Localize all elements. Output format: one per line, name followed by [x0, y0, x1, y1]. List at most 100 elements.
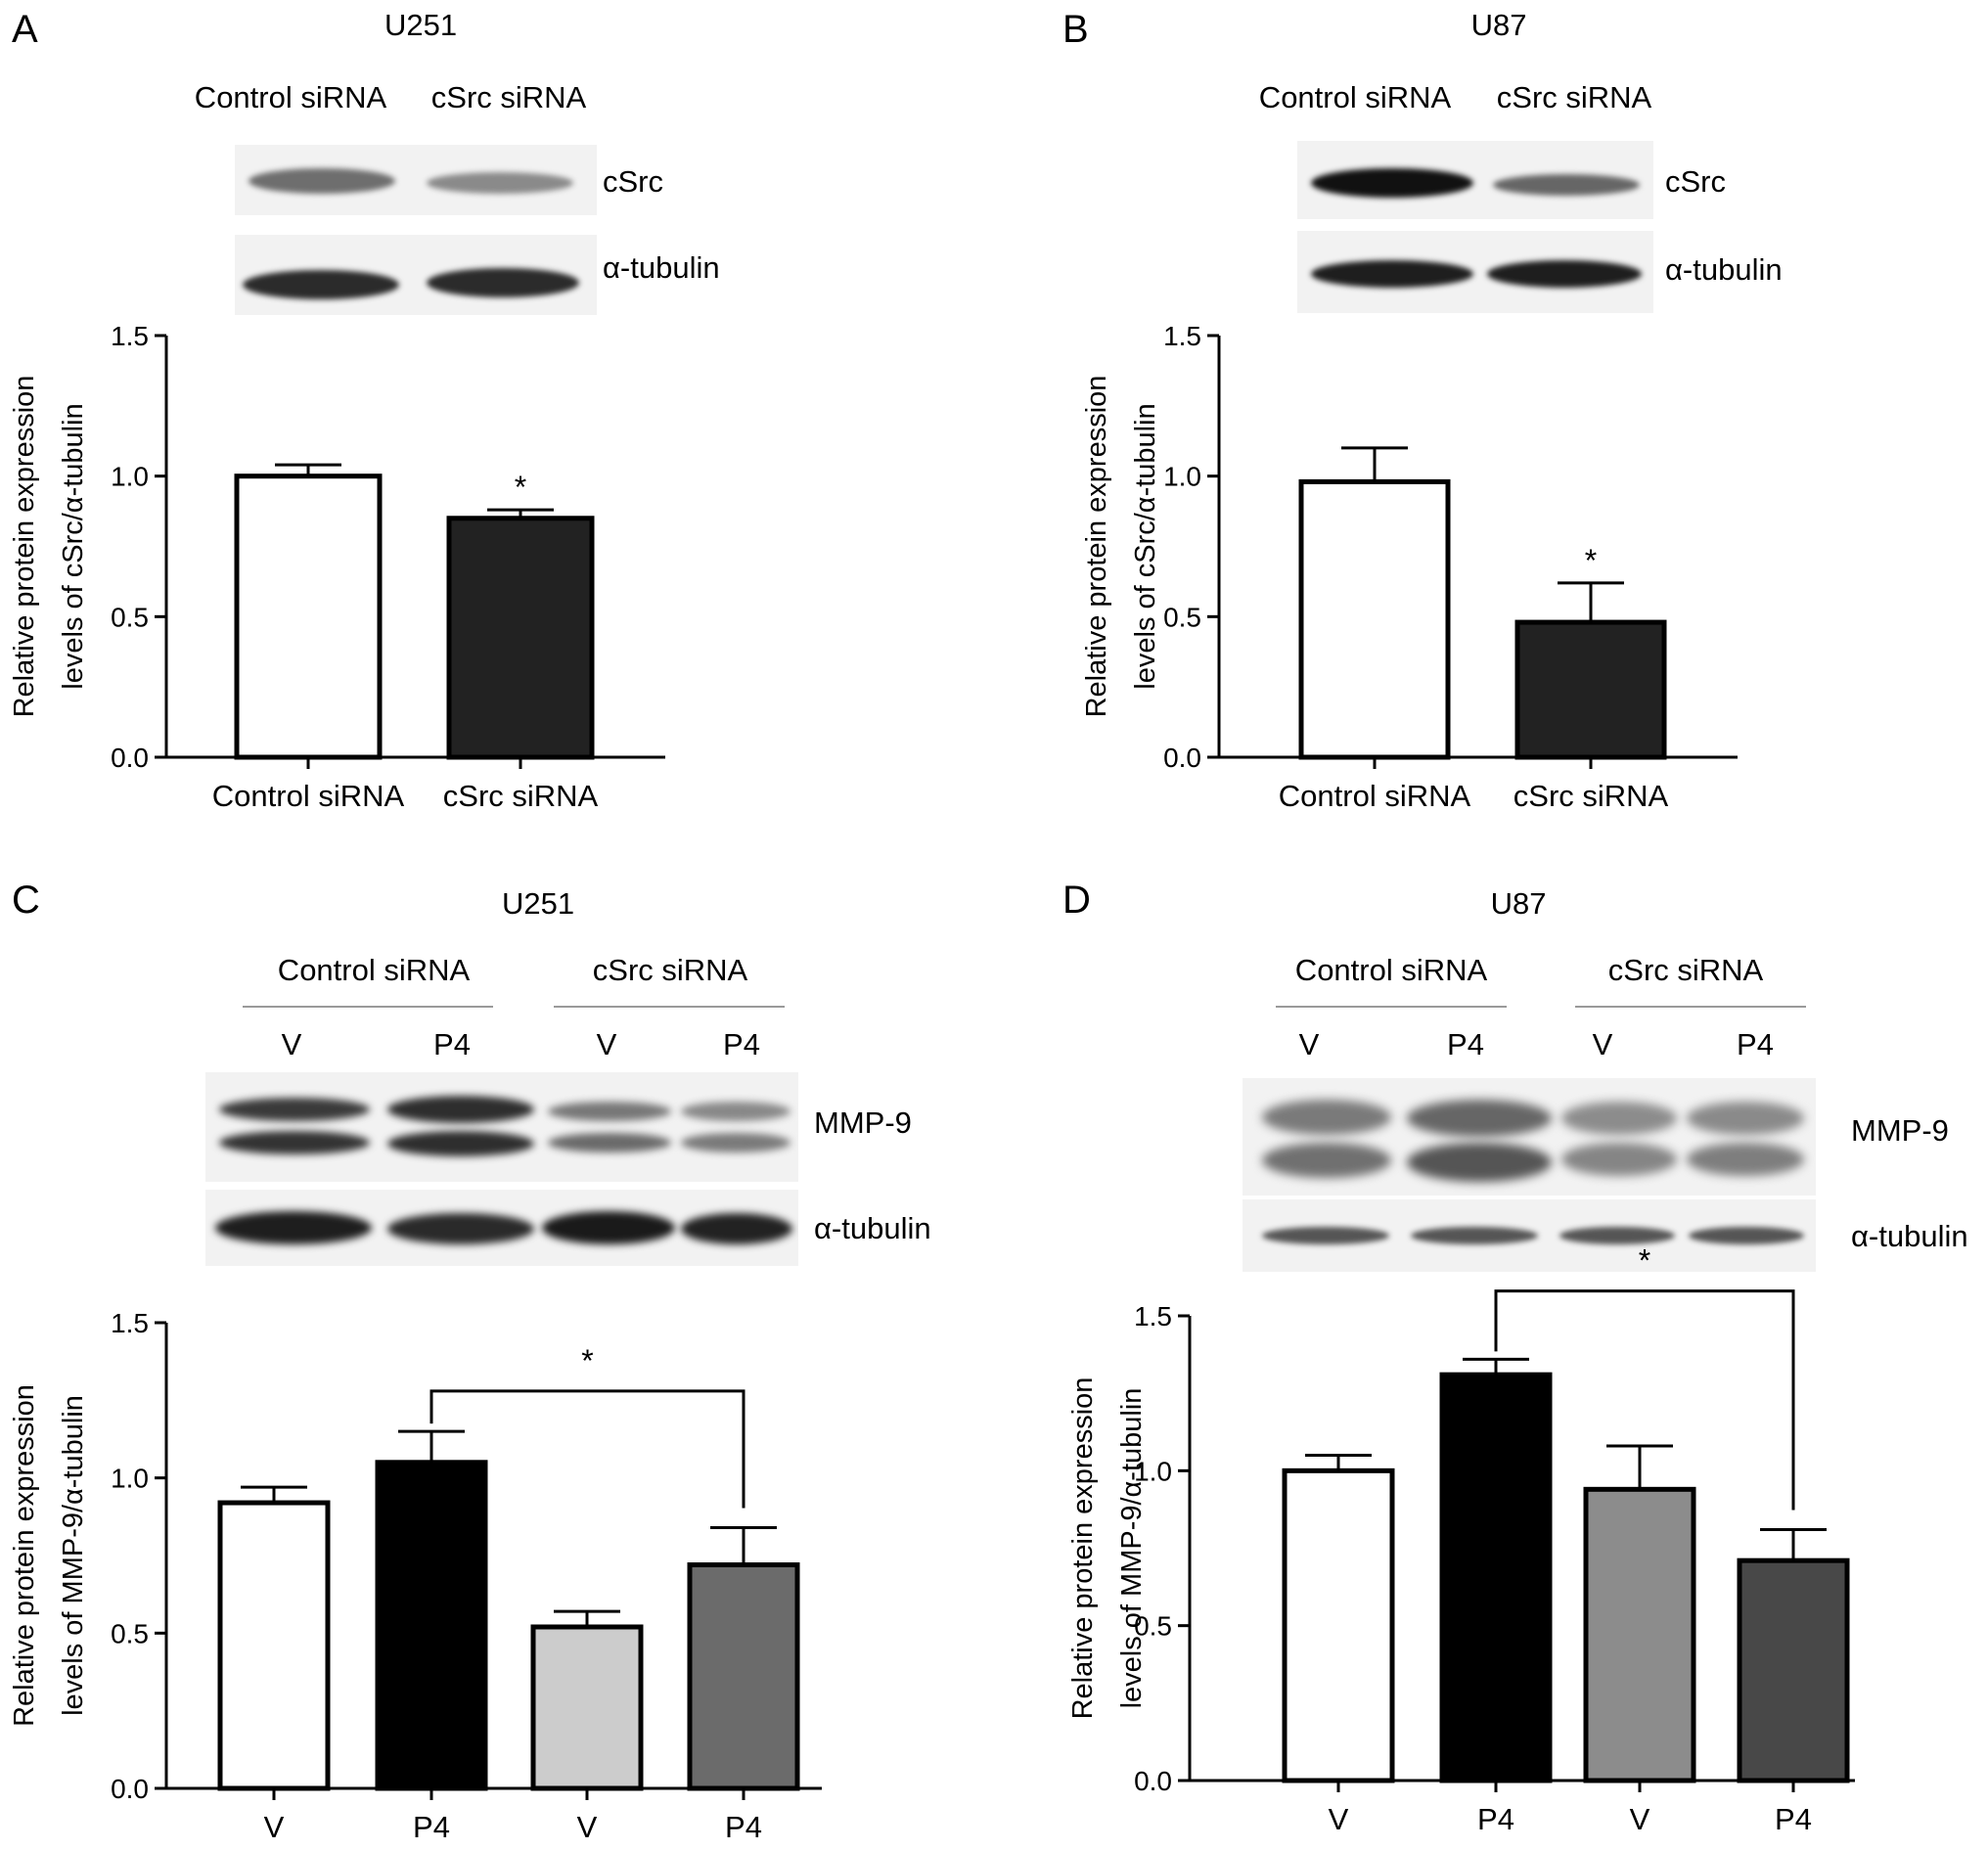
significance-marker: *: [515, 470, 526, 505]
group-divider: [554, 1006, 785, 1008]
y-tick-label: 1.0: [111, 1464, 149, 1494]
group-divider: [243, 1006, 493, 1008]
bar: [1514, 619, 1667, 760]
group-divider: [1575, 1006, 1806, 1008]
lane-label: P4: [723, 1027, 760, 1061]
group-label-control: Control siRNA: [277, 953, 471, 987]
y-tick-label: 0.0: [111, 743, 149, 773]
western-blot-tubulin: [1242, 1199, 1816, 1272]
y-axis-label: levels of cSrc/α-tubulin: [58, 403, 89, 689]
panel-a: A U251 Control siRNA cSrc siRNA cSrc α-t…: [0, 0, 994, 925]
western-blot-tubulin: [235, 235, 597, 315]
panel-b: B U87 Control siRNA cSrc siRNA cSrc α-tu…: [1062, 0, 1988, 925]
western-blot-tubulin: [1297, 231, 1653, 313]
x-tick-label: P4: [413, 1810, 450, 1844]
x-tick-label: V: [1329, 1802, 1349, 1836]
bar: [375, 1460, 488, 1791]
panel-letter: D: [1062, 879, 1091, 922]
significance-marker: *: [581, 1343, 593, 1378]
blot-label-csrc: cSrc: [1665, 164, 1726, 199]
y-tick-label: 0.5: [111, 1618, 149, 1648]
blot-label-mmp9: MMP-9: [1851, 1113, 1949, 1148]
significance-marker: *: [1639, 1243, 1650, 1279]
bar-chart-csrc-u87: 0.0 0.5 1.0 1.5 Control siRNA cSrc siRNA * Rela…: [1081, 321, 1738, 813]
lane-label: V: [281, 1027, 302, 1061]
bar-chart-mmp9-u87: 0.0 0.5 1.0 1.5 V P4 V P4 * Relative protein expr…: [1067, 1243, 1855, 1836]
x-tick-label: V: [577, 1810, 598, 1844]
lane-label: P4: [433, 1027, 471, 1061]
y-tick-label: 0.5: [111, 602, 149, 632]
significance-marker: *: [1585, 543, 1597, 578]
x-tick-label: cSrc siRNA: [443, 779, 599, 813]
y-tick-label: 1.5: [111, 1308, 149, 1338]
cell-line-title: U251: [501, 886, 575, 921]
y-axis-label: Relative protein expression: [1067, 1377, 1099, 1720]
significance-bracket: [1494, 1289, 1795, 1511]
lane-label: V: [1298, 1027, 1320, 1061]
cell-line-title: U251: [384, 8, 458, 42]
lane-label-control: Control siRNA: [1258, 80, 1452, 114]
cell-line-title: U87: [1470, 8, 1527, 42]
y-tick-label: 1.0: [1134, 1456, 1172, 1486]
y-axis-label: levels of MMP-9/α-tubulin: [1116, 1388, 1148, 1709]
blot-label-mmp9: MMP-9: [814, 1105, 912, 1140]
western-blot-mmp9: [1242, 1078, 1816, 1196]
group-label-csrc: cSrc siRNA: [1607, 953, 1764, 987]
y-tick-label: 1.5: [1134, 1301, 1172, 1331]
blot-label-tubulin: α-tubulin: [1851, 1219, 1968, 1253]
bar: [217, 1500, 331, 1791]
blot-label-csrc: cSrc: [603, 164, 663, 199]
bar: [530, 1624, 644, 1791]
bar: [1298, 478, 1451, 760]
x-tick-label: V: [1630, 1802, 1650, 1836]
x-tick-label: Control siRNA: [212, 779, 405, 813]
y-tick-label: 1.5: [111, 321, 149, 351]
x-tick-label: Control siRNA: [1279, 779, 1471, 813]
bar: [234, 474, 383, 760]
y-tick-label: 0.5: [1163, 602, 1201, 632]
group-label-csrc: cSrc siRNA: [592, 953, 748, 987]
bar: [1583, 1486, 1696, 1783]
group-label-control: Control siRNA: [1294, 953, 1488, 987]
group-divider: [1276, 1006, 1507, 1008]
y-axis-label: levels of MMP-9/α-tubulin: [58, 1395, 89, 1716]
y-axis-label: Relative protein expression: [9, 1384, 40, 1727]
y-tick-label: 1.0: [111, 462, 149, 492]
lane-label-control: Control siRNA: [194, 80, 387, 114]
y-tick-label: 0.0: [1163, 743, 1201, 773]
lane-label: V: [596, 1027, 617, 1061]
blot-label-tubulin: α-tubulin: [814, 1211, 931, 1245]
lane-label-csrc: cSrc siRNA: [430, 80, 587, 114]
y-tick-label: 0.0: [111, 1774, 149, 1804]
bar-chart-csrc-u251: 0.0 0.5 1.0 1.5 Control siRNA cSrc siRNA * Rela…: [9, 321, 665, 813]
panel-c: C U251 Control siRNA cSrc siRNA V P4 V P…: [0, 871, 994, 1844]
bar: [1439, 1372, 1553, 1783]
x-tick-label: cSrc siRNA: [1514, 779, 1669, 813]
bar: [1737, 1557, 1850, 1783]
panel-d: D U87 Control siRNA cSrc siRNA V P4 V P4…: [1062, 871, 1988, 1836]
x-tick-label: P4: [725, 1810, 762, 1844]
panel-letter: B: [1062, 8, 1089, 51]
y-axis-label: Relative protein expression: [1081, 376, 1112, 718]
lane-label-csrc: cSrc siRNA: [1496, 80, 1652, 114]
bar: [446, 516, 595, 760]
bar: [687, 1562, 800, 1791]
lane-label: P4: [1737, 1027, 1774, 1061]
x-tick-label: P4: [1775, 1802, 1812, 1836]
x-tick-label: P4: [1477, 1802, 1514, 1836]
lane-label: V: [1592, 1027, 1613, 1061]
y-tick-label: 0.5: [1134, 1611, 1172, 1642]
western-blot-csrc: [235, 145, 597, 215]
y-tick-label: 0.0: [1134, 1766, 1172, 1796]
blot-label-tubulin: α-tubulin: [603, 250, 720, 285]
y-tick-label: 1.0: [1163, 462, 1201, 492]
x-tick-label: V: [264, 1810, 285, 1844]
y-tick-label: 1.5: [1163, 321, 1201, 351]
western-blot-mmp9: [205, 1072, 798, 1182]
y-axis-label: levels of cSrc/α-tubulin: [1130, 403, 1161, 689]
panel-letter: A: [12, 8, 38, 51]
y-axis-label: Relative protein expression: [9, 376, 40, 718]
significance-bracket: [429, 1389, 746, 1509]
western-blot-csrc: [1297, 141, 1653, 219]
western-blot-tubulin: [205, 1190, 798, 1266]
